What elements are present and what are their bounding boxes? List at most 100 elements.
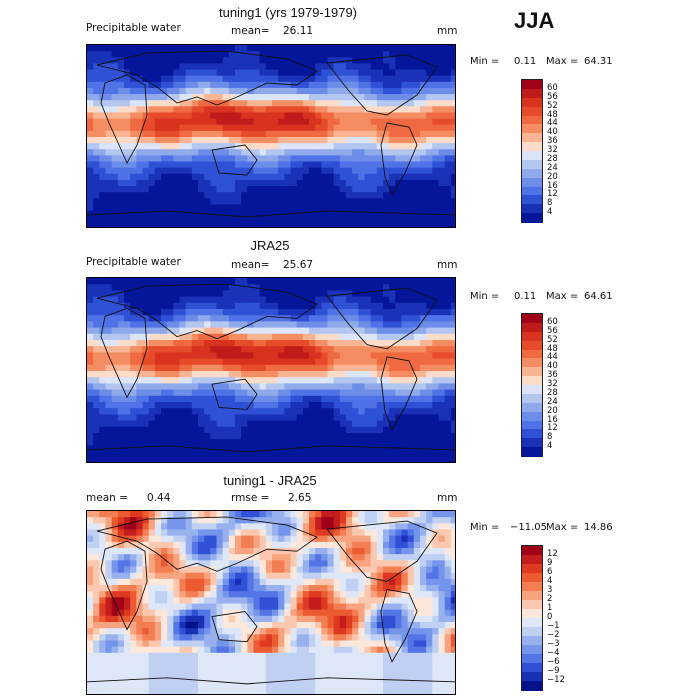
field-cell — [198, 118, 205, 126]
field-cell — [105, 222, 113, 227]
field-cell — [99, 204, 107, 212]
field-cell — [111, 340, 119, 347]
field-cell — [142, 395, 150, 403]
field-cell — [420, 51, 427, 58]
field-cell — [198, 622, 205, 629]
field-cell — [383, 628, 390, 635]
field-cell — [136, 578, 144, 586]
field-cell — [278, 309, 285, 316]
field-cell — [222, 186, 230, 193]
field-cell — [105, 402, 113, 409]
field-cell — [253, 321, 261, 329]
field-cell — [167, 451, 174, 459]
field-cell — [420, 535, 427, 543]
field-cell — [130, 358, 137, 366]
field-cell — [253, 290, 261, 298]
field-cell — [407, 517, 415, 524]
field-cell — [444, 51, 452, 58]
field-cell — [444, 414, 452, 422]
field-cell — [191, 346, 199, 353]
field-cell — [290, 106, 298, 114]
field-cell — [198, 167, 205, 175]
field-cell — [191, 597, 199, 605]
field-cell — [321, 284, 329, 291]
field-cell — [309, 75, 316, 83]
field-cell — [376, 137, 384, 144]
field-cell — [130, 284, 137, 291]
field-cell — [247, 57, 255, 64]
field-cell — [333, 622, 341, 629]
field-cell — [142, 402, 150, 409]
field-cell — [241, 640, 248, 648]
field-cell — [185, 167, 193, 175]
field-cell — [93, 137, 100, 144]
field-cell — [383, 63, 390, 71]
field-cell — [154, 137, 162, 144]
field-cell — [339, 296, 347, 304]
field-cell — [413, 302, 421, 310]
field-cell — [296, 554, 304, 561]
field-cell — [265, 118, 273, 126]
field-cell — [438, 278, 446, 285]
field-cell — [401, 433, 409, 440]
field-cell — [117, 566, 125, 574]
field-cell — [136, 45, 144, 52]
field-cell — [346, 457, 353, 462]
field-cell — [339, 628, 347, 635]
field-cell — [413, 572, 421, 580]
field-cell — [346, 45, 353, 52]
field-cell — [93, 554, 100, 561]
field-cell — [124, 321, 131, 329]
field-cell — [222, 389, 230, 397]
field-cell — [339, 535, 347, 543]
field-cell — [136, 597, 144, 605]
field-cell — [401, 535, 409, 543]
field-cell — [278, 302, 285, 310]
field-cell — [296, 51, 304, 58]
field-cell — [253, 45, 261, 52]
field-cell — [438, 198, 446, 206]
field-cell — [93, 118, 100, 126]
field-cell — [327, 106, 335, 114]
field-cell — [210, 167, 218, 175]
field-cell — [420, 383, 427, 391]
field-cell — [105, 57, 113, 64]
field-cell — [130, 327, 137, 335]
field-cell — [389, 517, 396, 524]
field-cell — [265, 69, 273, 77]
field-cell — [376, 395, 384, 403]
field-cell — [407, 457, 415, 462]
field-cell — [93, 94, 100, 101]
field-cell — [321, 529, 329, 537]
field-cell — [284, 591, 292, 598]
field-cell — [315, 597, 322, 605]
field-cell — [272, 302, 279, 310]
field-cell — [142, 284, 150, 291]
field-cell — [247, 179, 255, 187]
field-cell — [210, 143, 218, 150]
field-cell — [265, 124, 273, 132]
field-cell — [222, 290, 230, 298]
field-cell — [136, 112, 144, 120]
field-cell — [148, 210, 156, 218]
field-cell — [321, 87, 329, 95]
field-cell — [247, 603, 255, 611]
field-cell — [352, 523, 359, 531]
field-cell — [296, 566, 304, 574]
panel2-map-canvas — [87, 278, 455, 462]
field-cell — [309, 548, 316, 555]
field-cell — [154, 457, 162, 462]
field-cell — [228, 130, 236, 138]
field-cell — [179, 130, 187, 138]
field-cell — [444, 578, 452, 586]
field-cell — [130, 560, 137, 568]
field-cell — [438, 554, 446, 561]
field-cell — [130, 222, 137, 227]
field-cell — [130, 609, 137, 617]
field-cell — [389, 155, 396, 163]
field-cell — [272, 51, 279, 58]
field-cell — [432, 87, 440, 95]
field-cell — [253, 167, 261, 175]
field-cell — [142, 173, 150, 181]
field-cell — [278, 124, 285, 132]
